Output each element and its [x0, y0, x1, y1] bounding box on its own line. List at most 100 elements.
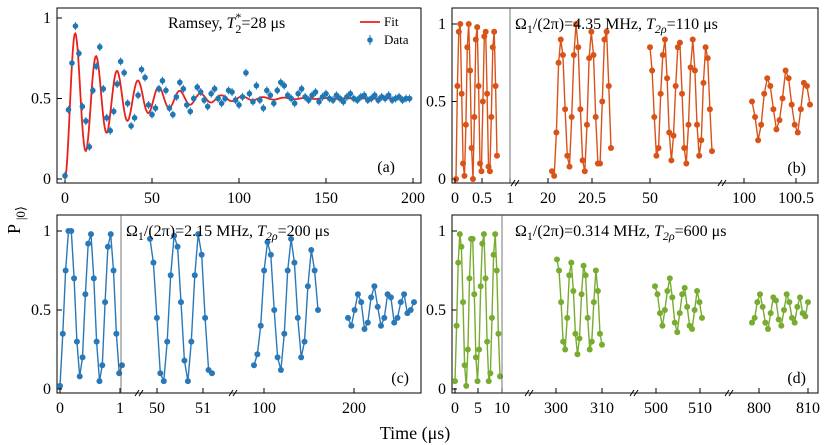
data-point	[566, 272, 573, 279]
data-point	[788, 101, 795, 108]
data-point	[291, 100, 298, 107]
data-point	[467, 67, 474, 74]
data-point	[65, 106, 72, 113]
data-point	[762, 319, 769, 326]
x-tick-label: 1	[116, 400, 124, 417]
data-point	[460, 299, 467, 306]
x-tick-label: 50	[642, 190, 658, 207]
data-point	[59, 330, 66, 337]
data-point	[681, 284, 688, 291]
data-point	[114, 81, 120, 87]
data-point	[387, 294, 394, 301]
data-point	[599, 341, 605, 348]
axis-break-mark	[228, 389, 234, 397]
data-point	[461, 172, 468, 179]
data-point	[79, 103, 86, 110]
data-point	[157, 370, 164, 377]
data-point	[97, 44, 103, 50]
data-point	[159, 77, 166, 84]
data-point	[117, 58, 124, 65]
data-point	[351, 307, 358, 313]
data-point	[461, 362, 468, 369]
data-point	[679, 90, 686, 97]
data-point	[755, 137, 762, 144]
data-point	[781, 307, 787, 313]
data-point	[99, 362, 106, 369]
data-point	[776, 117, 783, 124]
data-point	[348, 322, 355, 329]
data-point	[696, 152, 703, 159]
y-axis-label-text: P	[4, 224, 24, 234]
axis-break-mark	[138, 389, 144, 397]
data-point	[765, 325, 771, 332]
data-point	[802, 313, 809, 320]
series-line	[551, 23, 612, 177]
data-point	[298, 354, 305, 361]
data-point	[699, 314, 705, 321]
panel-title: Ramsey, T* 2=28 μs	[168, 10, 285, 36]
data-point	[145, 102, 152, 108]
data-point	[462, 121, 469, 128]
data-point	[455, 28, 462, 35]
data-point	[166, 105, 173, 111]
data-point	[100, 86, 107, 92]
data-point	[647, 44, 653, 51]
series-line	[59, 230, 123, 386]
y-tick-label: 0.5	[426, 94, 446, 111]
data-point	[575, 44, 582, 51]
data-point	[767, 83, 774, 89]
data-point	[291, 259, 298, 266]
x-tick-label: 800	[747, 400, 771, 417]
data-point	[654, 291, 661, 298]
data-point	[789, 314, 795, 321]
axis-break-mark	[717, 179, 723, 187]
legend-data-label: Data	[384, 32, 409, 47]
y-tick-label: 1	[438, 223, 446, 240]
data-point	[465, 21, 472, 27]
data-point	[603, 28, 610, 35]
x-tick-label: 20.5	[578, 190, 606, 207]
axis-break-mark	[524, 389, 530, 397]
data-point	[676, 310, 683, 317]
data-point	[195, 231, 202, 238]
panel-d-rabi: 00.510 5 10 300 310 500 510 800 810Ω1/(2π)=0.314…	[426, 214, 820, 417]
data-point	[284, 267, 291, 274]
data-point	[62, 172, 68, 179]
data-point	[281, 82, 288, 89]
data-point	[201, 97, 207, 103]
data-point	[371, 283, 378, 290]
data-point	[659, 322, 666, 329]
data-point	[121, 69, 127, 76]
series-line	[751, 291, 809, 332]
data-point	[666, 129, 673, 136]
y-tick-label: 0.5	[31, 91, 51, 108]
data-point	[267, 251, 274, 258]
data-point	[689, 325, 696, 332]
data-point	[316, 98, 322, 105]
data-point	[181, 357, 188, 364]
data-point	[549, 168, 555, 175]
data-point	[251, 362, 257, 369]
data-point	[301, 338, 308, 345]
data-point	[574, 351, 581, 358]
data-point	[361, 92, 368, 99]
data-point	[672, 83, 679, 89]
data-point	[368, 294, 375, 301]
data-point	[79, 354, 86, 361]
data-point	[124, 100, 131, 107]
data-point	[757, 291, 763, 298]
x-tick-label: 50	[149, 400, 165, 417]
data-point	[128, 123, 134, 129]
data-point	[72, 23, 79, 29]
x-tick-label: 0.5	[472, 190, 492, 207]
data-point	[485, 163, 492, 170]
data-point	[679, 291, 686, 298]
data-point	[482, 275, 489, 282]
data-point	[315, 307, 321, 313]
x-tick-label: 1	[506, 190, 514, 207]
data-point	[681, 145, 688, 151]
data-point	[472, 36, 479, 43]
data-point	[96, 378, 103, 385]
data-point	[479, 98, 486, 105]
